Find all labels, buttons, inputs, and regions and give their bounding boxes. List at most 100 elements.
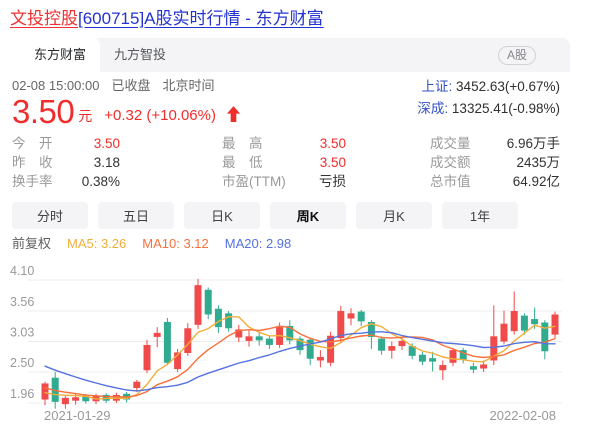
- stock-name-link[interactable]: 文投控股: [10, 9, 78, 28]
- candle-body: [378, 338, 386, 351]
- stat-value: 0.38%: [81, 174, 120, 189]
- candle-body: [184, 328, 192, 353]
- stat-label: 昨 收: [12, 155, 53, 170]
- quote-time-row: 02-08 15:00:00 已收盘 北京时间: [12, 78, 560, 94]
- stat-item: 总市值 64.92亿: [430, 172, 560, 191]
- period-tab[interactable]: 月K: [356, 202, 432, 229]
- candle-body: [102, 394, 110, 401]
- candle-body: [265, 338, 273, 345]
- candle-body: [306, 339, 314, 359]
- stat-value: 3.50: [93, 136, 120, 151]
- stats-column: 成交量 6.96万手 成交额 2435万 总市值 64.92亿: [430, 134, 560, 191]
- stat-value: 亏损: [319, 174, 346, 189]
- index-quotes: 上证: 3452.63(+0.67%) 深成: 13325.41(-0.98%): [417, 76, 560, 120]
- candle-body: [194, 285, 202, 325]
- page: { "page_title": { "stock_name": "文投控股", …: [0, 8, 600, 437]
- candle-body: [61, 397, 69, 405]
- candle-body: [286, 325, 294, 341]
- stat-item: 最 低 3.50: [222, 153, 346, 172]
- candle-body: [449, 350, 457, 363]
- timezone-label: 北京时间: [162, 78, 215, 93]
- candle-body: [490, 336, 498, 361]
- index-value: 13325.41(-0.98%): [451, 101, 560, 116]
- source-tab[interactable]: 九方智投: [114, 47, 167, 62]
- candle-body: [204, 289, 212, 315]
- candle-body: [255, 336, 263, 341]
- period-tab[interactable]: 1年: [442, 202, 518, 229]
- candle-body: [296, 338, 304, 351]
- quote-header: 02-08 15:00:00 已收盘 北京时间 上证: 3452.63(+0.67%…: [12, 76, 560, 130]
- tab-bar-tabs: 东方财富 九方智投: [20, 38, 180, 72]
- candle-body: [429, 358, 437, 362]
- stat-label: 市盈(TTM): [222, 174, 286, 189]
- candle-body: [531, 319, 539, 325]
- stats-column: 最 高 3.50 最 低 3.50 市盈(TTM) 亏损: [222, 134, 346, 191]
- candle-body: [316, 357, 324, 361]
- quote-panel: 02-08 15:00:00 已收盘 北京时间 上证: 3452.63(+0.67%…: [0, 72, 600, 252]
- period-tab[interactable]: 日K: [184, 202, 260, 229]
- y-axis-tick-label: 2.50: [10, 356, 34, 370]
- index-quote-row: 上证: 3452.63(+0.67%): [417, 76, 560, 98]
- index-value: 3452.63(+0.67%): [456, 79, 560, 94]
- adjust-mode-label[interactable]: 前复权: [12, 236, 52, 251]
- ma-legend-item: MA10: 3.12: [142, 236, 209, 251]
- period-tab[interactable]: 分时: [12, 202, 88, 229]
- stat-item: 市盈(TTM) 亏损: [222, 172, 346, 191]
- stat-label: 最 高: [222, 136, 263, 151]
- ma-legend-item: MA20: 2.98: [224, 236, 292, 251]
- candle-body: [245, 336, 253, 341]
- stat-label: 成交量: [430, 136, 471, 151]
- candle-body: [500, 323, 508, 342]
- candle-body: [82, 396, 90, 402]
- current-price: 3.50: [12, 93, 75, 130]
- quote-datetime: 02-08 15:00:00: [12, 78, 100, 93]
- stat-label: 成交额: [430, 155, 471, 170]
- source-tab[interactable]: 东方财富: [20, 38, 101, 72]
- candle-body: [327, 335, 335, 363]
- title-rest-link[interactable]: [600715]A股实时行情 - 东方财富: [78, 9, 324, 28]
- candle-body: [551, 314, 559, 335]
- stat-item: 换手率 0.38%: [12, 172, 120, 191]
- candle-body: [439, 365, 447, 371]
- stat-item: 今 开 3.50: [12, 134, 120, 153]
- candle-body: [418, 354, 426, 362]
- price-unit: 元: [78, 108, 93, 124]
- ma-legend: MA5: 3.26 MA10: 3.12 MA20: 2.98: [51, 236, 291, 252]
- stat-label: 最 低: [222, 155, 263, 170]
- page-title-link[interactable]: 文投控股[600715]A股实时行情 - 东方财富: [10, 9, 324, 28]
- stat-item: 最 高 3.50: [222, 134, 346, 153]
- period-tab[interactable]: 周K: [270, 202, 346, 229]
- market-badge: A股: [497, 45, 536, 65]
- candle-body: [143, 344, 151, 371]
- candle-body: [520, 315, 528, 331]
- ma10-line: [44, 325, 556, 398]
- candle-body: [388, 346, 396, 351]
- candle-body: [133, 381, 141, 389]
- market-status: 已收盘: [111, 78, 151, 93]
- stats-column: 今 开 3.50 昨 收 3.18 换手率 0.38%: [12, 134, 120, 191]
- kline-chart[interactable]: 4.10 3.56 3.03 2.50 1.96 2021-01-29 2022-02-08: [0, 253, 600, 429]
- stat-item: 成交额 2435万: [430, 153, 560, 172]
- candle-body: [347, 313, 355, 319]
- price-change: +0.32 (+10.06%): [104, 106, 216, 124]
- candle-body: [174, 352, 182, 370]
- y-axis-tick-label: 4.10: [10, 264, 34, 278]
- ma20-line: [44, 331, 556, 392]
- stat-value: 64.92亿: [512, 174, 560, 189]
- period-tab[interactable]: 五日: [98, 202, 174, 229]
- up-arrow-icon: [226, 105, 241, 122]
- y-axis-tick-label: 3.56: [10, 295, 34, 309]
- index-name-link[interactable]: 上证:: [421, 79, 457, 94]
- stat-value: 3.50: [319, 155, 346, 170]
- candle-body: [459, 350, 467, 360]
- ma5-line: [44, 316, 556, 400]
- candle-body: [469, 366, 477, 370]
- ma-legend-item: MA5: 3.26: [67, 236, 127, 251]
- index-name-link[interactable]: 深成:: [417, 101, 452, 116]
- stat-value: 3.50: [319, 136, 346, 151]
- x-axis-label-start: 2021-01-29: [44, 408, 111, 423]
- chart-legend: 前复权 MA5: 3.26 MA10: 3.12 MA20: 2.98: [12, 236, 560, 252]
- candle-body: [398, 340, 406, 347]
- candle-body: [408, 346, 416, 356]
- candle-body: [214, 308, 222, 328]
